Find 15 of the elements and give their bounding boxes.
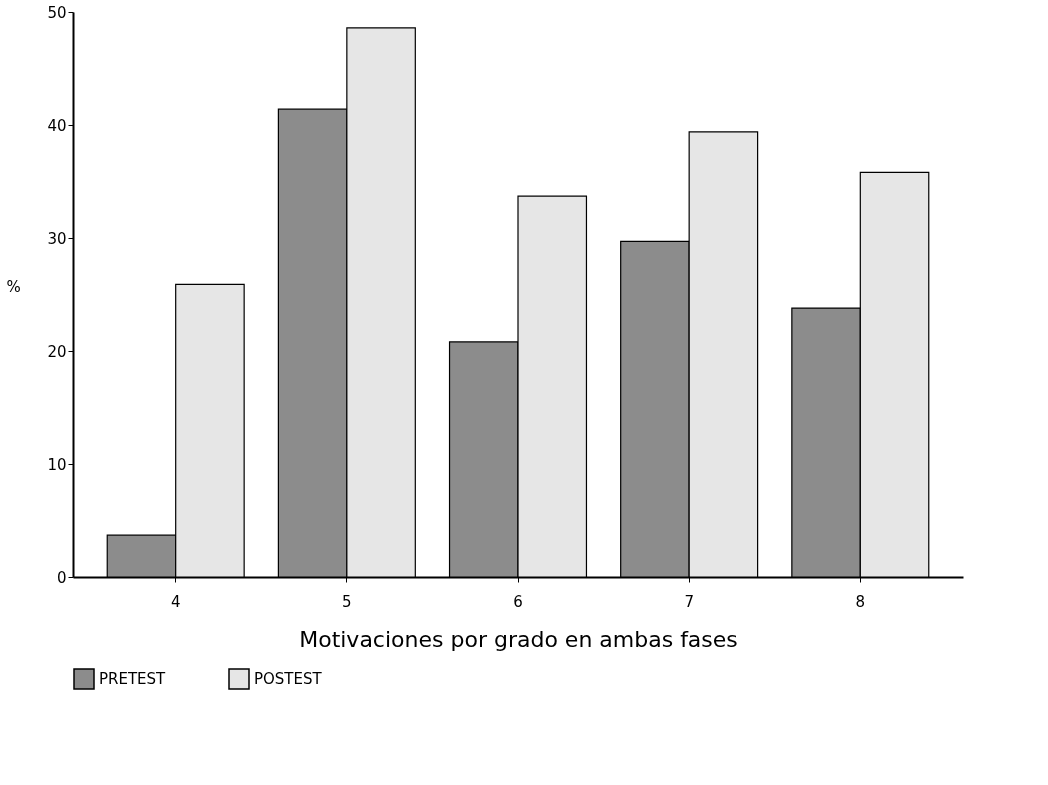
y-tick-label: 20 [47,342,67,361]
y-tick-label: 30 [47,229,67,248]
x-tick-label: 7 [684,592,694,611]
x-tick-label: 6 [513,592,523,611]
y-tick-label: 40 [47,116,67,135]
y-tick-label: 50 [47,3,67,22]
y-axis-title: % [6,278,21,296]
legend-label: PRETEST [99,670,167,688]
x-tick-label: 5 [342,592,352,611]
x-tick-label: 8 [855,592,866,611]
y-tick-label: 0 [56,568,67,587]
x-axis-title: Motivaciones por grado en ambas fases [299,626,738,652]
x-tick-label: 4 [170,592,181,611]
y-tick-label: 10 [47,455,67,474]
legend-label: POSTEST [254,670,323,688]
